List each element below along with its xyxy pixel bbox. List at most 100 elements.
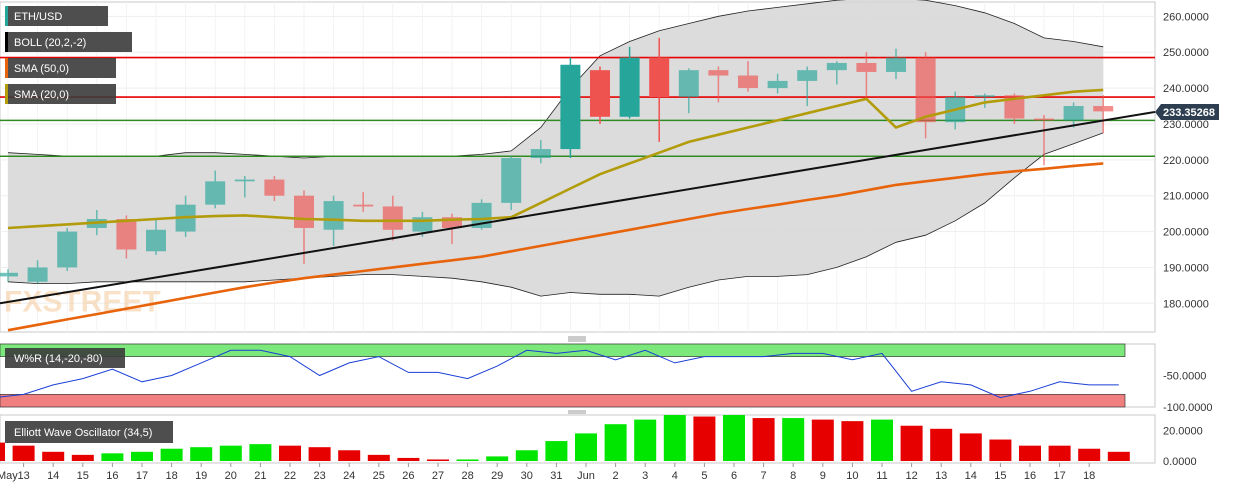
ewo-bar <box>397 457 420 461</box>
candle <box>856 52 877 98</box>
x-tick-label: 24 <box>343 470 355 482</box>
ew-legend-box[interactable] <box>5 421 173 443</box>
x-tick-label: 18 <box>165 470 177 482</box>
legend-label: BOLL (20,2,-2) <box>14 37 86 49</box>
x-tick-label: 26 <box>402 470 414 482</box>
ewo-bar <box>723 415 745 461</box>
y-tick-label: 240.0000 <box>1163 83 1209 95</box>
candle-body <box>974 95 995 98</box>
x-tick-label: 16 <box>106 470 118 482</box>
ewo-bar <box>871 419 893 461</box>
x-tick-label: Jun <box>577 470 595 482</box>
ewo-bar <box>1019 445 1041 461</box>
x-tick-label: May <box>0 470 18 482</box>
candle-body <box>116 219 137 250</box>
ewo-bar <box>249 444 272 461</box>
legend-box[interactable] <box>5 6 108 26</box>
candle-body <box>323 201 344 230</box>
ewo-bar <box>219 445 242 461</box>
x-tick-label: 31 <box>550 470 562 482</box>
candle-body <box>708 70 729 76</box>
legend-box[interactable] <box>5 32 132 52</box>
candle <box>590 66 610 124</box>
ewo-bar <box>308 447 331 461</box>
x-tick-label: 22 <box>284 470 296 482</box>
ewo-bar <box>160 448 183 461</box>
ewo-bar <box>0 442 5 461</box>
ewo-bar <box>1107 451 1130 461</box>
legend-item[interactable]: BOLL (20,2,-2) <box>5 32 132 52</box>
ew-y-tick-label: 20.0000 <box>1163 425 1203 437</box>
y-tick-label: 200.0000 <box>1163 227 1209 239</box>
bollinger-upper-line <box>7 0 1104 159</box>
wr-legend-box[interactable] <box>5 348 125 368</box>
candle <box>649 37 670 142</box>
ewo-bar <box>811 419 834 461</box>
x-tick-label: 21 <box>254 470 266 482</box>
candle-body <box>886 57 906 72</box>
x-tick-label: 14 <box>47 470 59 482</box>
candle-body <box>1063 106 1084 121</box>
x-tick-label: 15 <box>77 470 89 482</box>
ewo-bar <box>900 425 923 461</box>
ewo-bar <box>693 416 716 461</box>
ewo-bar <box>1048 445 1071 461</box>
ewo-bar <box>959 433 982 461</box>
candle <box>27 260 48 284</box>
ewo-bar <box>663 415 686 461</box>
candle <box>560 57 581 159</box>
price-badge-bg <box>1155 103 1219 120</box>
legend-label: SMA (20,0) <box>14 89 69 101</box>
candle <box>353 192 374 212</box>
wr-zone <box>0 394 1126 408</box>
candle-body <box>353 204 374 207</box>
legend-item[interactable]: SMA (50,0) <box>5 58 116 78</box>
panel-resize-handle[interactable] <box>568 336 586 342</box>
candle-body <box>678 70 699 98</box>
y-tick-label: 230.0000 <box>1163 119 1209 131</box>
candle-body <box>205 181 226 205</box>
y-tick-label: 180.0000 <box>1163 298 1209 310</box>
x-tick-label: 15 <box>994 470 1006 482</box>
candle <box>1093 95 1114 133</box>
x-tick-label: 3 <box>642 470 648 482</box>
x-tick-label: 7 <box>761 470 767 482</box>
legend-swatch <box>5 6 8 26</box>
ewo-bar <box>190 447 213 461</box>
candle-body <box>264 179 285 196</box>
x-tick-label: 19 <box>195 470 207 482</box>
x-tick-label: 20 <box>225 470 237 482</box>
candle-body <box>856 62 877 72</box>
candle-body <box>826 62 847 71</box>
candle-body <box>1034 118 1054 121</box>
x-tick-label: 17 <box>1053 470 1065 482</box>
wr-y-tick-label: -50.0000 <box>1163 371 1206 383</box>
legend-label: SMA (50,0) <box>14 63 69 75</box>
ewo-bar <box>131 451 153 461</box>
candle <box>915 52 936 139</box>
candle <box>708 66 729 103</box>
ewo-bar <box>515 450 538 461</box>
wr-legend[interactable]: W%R (14,-20,-80) <box>5 348 125 368</box>
candle-body <box>27 267 48 282</box>
wr-zone <box>0 343 1126 357</box>
candles <box>0 37 1114 284</box>
ew-legend[interactable]: Elliott Wave Oscillator (34,5) <box>5 421 173 443</box>
legend-box[interactable] <box>5 84 116 104</box>
legend-item[interactable]: SMA (20,0) <box>5 84 116 104</box>
legend-box[interactable] <box>5 58 116 78</box>
ewo-bar <box>456 459 479 461</box>
main-panel: FXSTREET 180.0000 190.0000 200.0000 210.0000… <box>0 0 1219 333</box>
legend-item[interactable]: ETH/USD <box>5 6 108 26</box>
x-tick-label: 13 <box>17 470 29 482</box>
candle-body <box>234 179 255 182</box>
x-tick-label: 27 <box>432 470 444 482</box>
y-tick-label: 190.0000 <box>1163 262 1209 274</box>
y-tick-label: 220.0000 <box>1163 155 1209 167</box>
candle-body <box>501 158 522 203</box>
ewo-bar <box>486 456 509 461</box>
candle-body <box>1093 106 1114 112</box>
candle <box>678 68 699 114</box>
x-tick-label: 25 <box>373 470 385 482</box>
bollinger-lower-line <box>7 132 1104 297</box>
